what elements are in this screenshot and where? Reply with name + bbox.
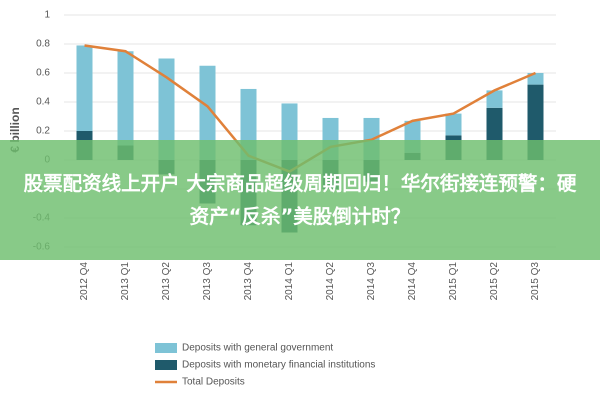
legend-label: Deposits with general government [182, 343, 333, 354]
x-tick-label: 2012 Q4 [79, 262, 90, 301]
bar [486, 90, 503, 108]
y-tick-label: 1 [44, 10, 50, 21]
y-tick-label: 0.6 [36, 68, 50, 79]
y-tick-label: 0.4 [36, 97, 50, 108]
x-tick-label: 2014 Q2 [325, 262, 336, 301]
legend-label: Total Deposits [182, 377, 245, 388]
bar [445, 113, 462, 136]
bar [158, 58, 175, 160]
bar [527, 73, 544, 85]
x-tick-label: 2014 Q1 [284, 262, 295, 301]
x-tick-label: 2013 Q4 [243, 262, 254, 301]
legend-swatch [155, 343, 177, 353]
legend-swatch [155, 360, 177, 370]
bar [117, 51, 134, 146]
y-tick-label: 0.8 [36, 39, 50, 50]
overlay-banner: 股票配资线上开户 大宗商品超级周期回归！华尔街接连预警：硬资产“反杀”美股倒计时… [0, 140, 600, 260]
x-tick-label: 2014 Q4 [407, 262, 418, 301]
legend-label: Deposits with monetary financial institu… [182, 360, 375, 371]
x-tick-label: 2014 Q3 [366, 262, 377, 301]
y-tick-label: 0.2 [36, 126, 50, 137]
x-tick-label: 2015 Q2 [489, 262, 500, 301]
bar [76, 45, 93, 132]
x-tick-label: 2015 Q1 [448, 262, 459, 301]
bar [199, 65, 216, 160]
overlay-text: 股票配资线上开户 大宗商品超级周期回归！华尔街接连预警：硬资产“反杀”美股倒计时… [23, 172, 577, 228]
x-tick-label: 2013 Q1 [120, 262, 131, 301]
x-tick-label: 2013 Q3 [202, 262, 213, 301]
x-tick-label: 2013 Q2 [161, 262, 172, 301]
x-tick-label: 2015 Q3 [530, 262, 541, 301]
